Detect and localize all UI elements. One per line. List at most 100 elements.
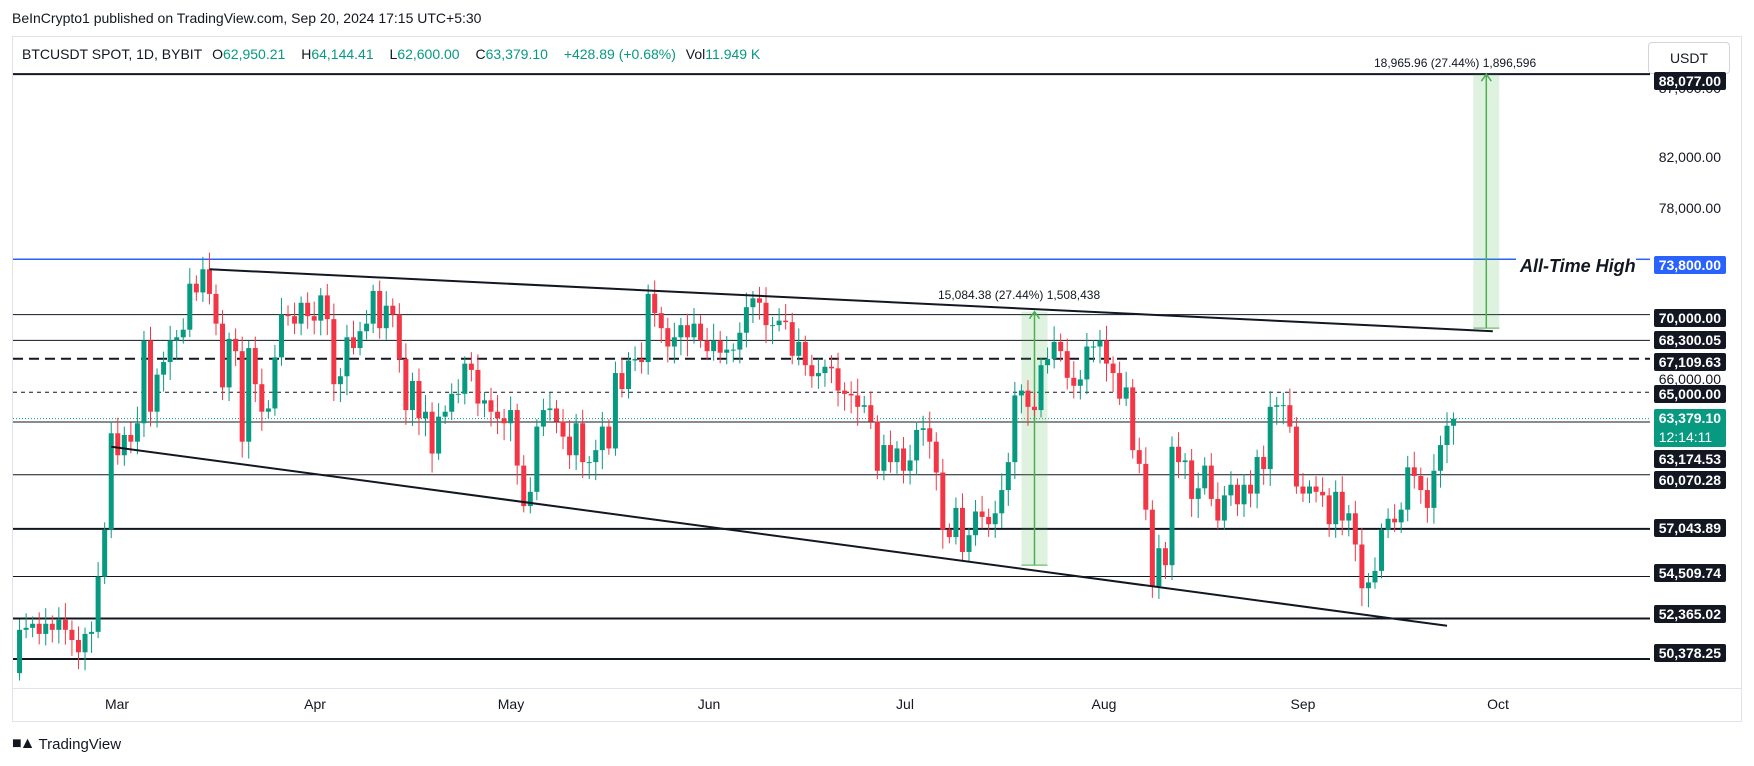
candle-body (553, 408, 559, 422)
candle-body (49, 623, 55, 630)
candle-body (1444, 425, 1450, 446)
candle-body (1038, 365, 1044, 411)
candle-body (730, 349, 736, 351)
low-number: 62,600.00 (397, 46, 460, 62)
candle-body (246, 348, 252, 442)
measure-label-b: 18,965.96 (27.44%) 1,896,596 (1374, 56, 1537, 70)
candle-body (1418, 476, 1424, 491)
candle-body (1104, 340, 1110, 364)
candle-body (95, 576, 101, 632)
candle-body (927, 428, 933, 442)
candle-body (180, 329, 186, 338)
candle-body (1267, 406, 1273, 470)
candle-body (403, 358, 409, 411)
candle-body (298, 302, 304, 324)
candle-body (1313, 486, 1319, 492)
candle-body (1123, 387, 1129, 399)
candle-body (1090, 346, 1096, 348)
candle-body (979, 511, 985, 517)
candle-body (1031, 406, 1037, 411)
candle-body (1287, 405, 1293, 427)
candle-body (121, 434, 127, 456)
candle-body (495, 411, 501, 419)
month-label-may: May (497, 696, 525, 712)
month-label-oct: Oct (1487, 696, 1509, 712)
candle-body (1320, 491, 1326, 496)
candle-body (213, 293, 219, 324)
candle-body (1051, 341, 1057, 359)
candle-body (527, 491, 533, 507)
candle-body (599, 426, 605, 451)
candle-body (547, 408, 553, 411)
price-tag-54509: 54,509.74 (1653, 564, 1726, 582)
candle-body (737, 332, 743, 350)
candle-body (711, 340, 717, 352)
candle-body (612, 373, 618, 449)
symbol-label[interactable]: BTCUSDT SPOT, 1D, BYBIT (22, 46, 203, 62)
candle-body (992, 513, 998, 525)
month-label-jul: Jul (896, 696, 914, 712)
candle-body (1405, 467, 1411, 510)
candle-body (521, 465, 527, 507)
candle-body (822, 366, 828, 374)
publish-line: BeInCrypto1 published on TradingView.com… (12, 10, 482, 26)
candle-body (698, 323, 704, 341)
candle-body (802, 341, 808, 366)
candle-countdown: 12:14:11 (1658, 429, 1713, 445)
candle-body (102, 529, 108, 577)
candle-body (999, 490, 1005, 514)
ohlc-legend: BTCUSDT SPOT, 1D, BYBIT O62,950.21 H64,1… (22, 46, 772, 62)
month-label-sep: Sep (1290, 696, 1316, 712)
candle-body (1084, 346, 1090, 380)
candle-body (1392, 518, 1398, 523)
candle-body (1307, 486, 1313, 494)
candle-body (108, 433, 114, 530)
candle-body (1372, 570, 1378, 583)
candle-body (986, 516, 992, 525)
candle-body (894, 448, 900, 463)
candle-body (1025, 390, 1031, 407)
candle-body (272, 357, 278, 409)
candle-body (239, 351, 245, 442)
change-value: +428.89 (+0.68%) (563, 46, 676, 62)
footer-brand: TradingView (38, 735, 122, 753)
candle-body (1064, 351, 1070, 378)
candle-body (23, 627, 29, 630)
low-value: L62,600.00 (390, 46, 466, 62)
trendline-1 (111, 445, 1448, 627)
price-tag-73800: 73,800.00 (1653, 256, 1726, 274)
price-tag-78000: 78,000.00 (1658, 200, 1721, 216)
candle-body (743, 307, 749, 333)
candle-body (278, 314, 284, 358)
candle-body (1097, 340, 1103, 347)
candle-body (69, 629, 75, 640)
candle-body (606, 426, 612, 449)
candle-body (455, 393, 461, 395)
time-axis-separator (12, 688, 1742, 689)
candle-body (390, 305, 396, 315)
month-label-mar: Mar (104, 696, 130, 712)
candle-body (331, 319, 337, 385)
candle-body (829, 366, 834, 369)
candle-body (1346, 513, 1352, 521)
candle-body (167, 340, 173, 363)
candle-body (1431, 470, 1437, 508)
candle-body (966, 535, 972, 552)
price-tag-68300: 68,300.05 (1653, 331, 1726, 349)
candle-body (861, 405, 867, 407)
candle-body (658, 313, 664, 329)
candle-body (508, 410, 514, 424)
candle-body (1293, 426, 1299, 487)
candle-body (462, 363, 468, 394)
candle-body (174, 337, 180, 341)
candle-body (128, 434, 134, 442)
candle-body (1169, 446, 1175, 566)
price-tag-63174: 63,174.53 (1653, 450, 1726, 468)
candle-body (973, 511, 979, 536)
candle-body (344, 337, 350, 377)
candle-body (1189, 460, 1195, 499)
candle-body (1018, 390, 1024, 396)
candle-body (193, 283, 199, 293)
candle-body (619, 373, 625, 389)
